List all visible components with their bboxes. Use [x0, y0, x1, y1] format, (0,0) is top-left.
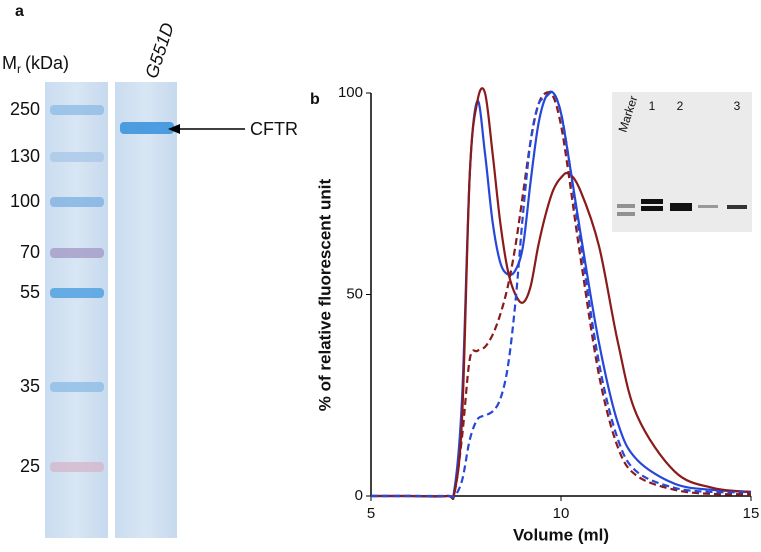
gel-band [641, 206, 663, 211]
gel-band [617, 212, 635, 216]
gel-lane [115, 82, 177, 538]
gel-band [120, 122, 174, 134]
inset-lane-label: 1 [649, 99, 656, 113]
line-series [371, 91, 752, 499]
x-axis-label: Volume (ml) [513, 525, 609, 544]
x-tick-label: 10 [553, 505, 570, 522]
lane-label: G551D [141, 20, 178, 80]
x-tick-label: 15 [743, 505, 760, 522]
gel-band [50, 248, 104, 258]
gel-band [617, 204, 635, 208]
gel-band [50, 152, 104, 162]
marker-label: 100 [10, 191, 40, 211]
gel-band [50, 382, 104, 392]
marker-label: 55 [20, 282, 40, 302]
marker-label: 35 [20, 376, 40, 396]
panel-label: a [15, 3, 24, 20]
arrow-head [168, 124, 180, 134]
line-series [371, 91, 752, 499]
gel-band [641, 199, 663, 204]
y-axis-label: % of relative fluorescent unit [315, 178, 334, 411]
inset-lane-label: 2 [677, 99, 684, 113]
line-series [371, 87, 752, 501]
marker-label: 130 [10, 146, 40, 166]
marker-label: 250 [10, 99, 40, 119]
gel-band [727, 205, 747, 209]
gel-band [50, 197, 104, 207]
gel-band [50, 462, 104, 472]
mr-label: Mr (kDa) [2, 53, 69, 76]
gel-band [50, 288, 104, 298]
gel-band [670, 203, 692, 211]
gel-band [50, 105, 104, 115]
y-tick-label: 100 [338, 84, 363, 101]
inset-lane-label: 3 [734, 99, 741, 113]
gel-band [698, 205, 718, 208]
y-tick-label: 50 [346, 285, 363, 302]
panel-label: b [310, 91, 320, 108]
marker-label: 25 [20, 456, 40, 476]
marker-label: 70 [20, 242, 40, 262]
arrow-label: CFTR [250, 119, 298, 139]
y-tick-label: 0 [355, 487, 363, 504]
x-tick-label: 5 [367, 505, 375, 522]
